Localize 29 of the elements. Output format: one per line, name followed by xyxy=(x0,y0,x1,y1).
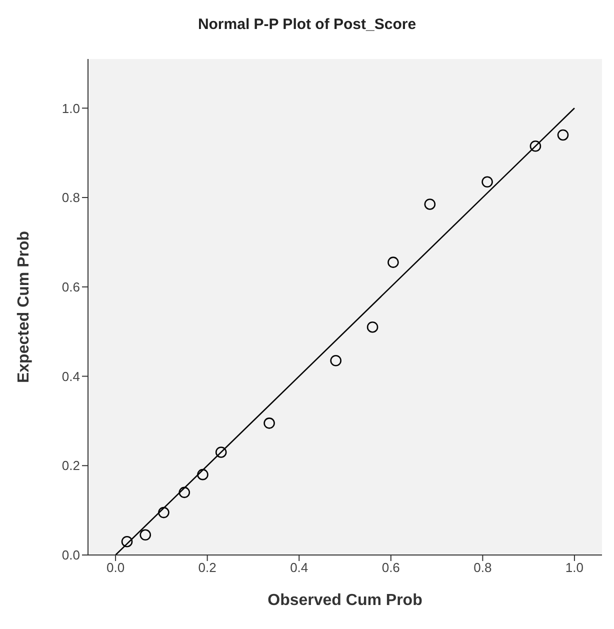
y-tick-label: 0.4 xyxy=(62,368,80,384)
point xyxy=(140,529,152,541)
y-tick-label: 0.2 xyxy=(62,458,80,474)
point xyxy=(530,140,542,152)
x-axis-title: Observed Cum Prob xyxy=(268,592,423,609)
point xyxy=(330,354,342,366)
x-tick-label: 0.8 xyxy=(474,560,492,576)
point xyxy=(158,506,170,518)
y-axis-title: Expected Cum Prob xyxy=(16,230,33,384)
y-tick-label: 1.0 xyxy=(62,100,80,116)
x-tick-label: 1.0 xyxy=(565,560,584,576)
point xyxy=(264,418,275,429)
point xyxy=(178,486,190,498)
point xyxy=(388,256,399,268)
point xyxy=(557,129,569,141)
point xyxy=(197,468,208,480)
point xyxy=(366,321,378,333)
x-tick-label: 0.6 xyxy=(382,560,400,576)
chart-title: Normal P-P Plot of Post_Score xyxy=(196,16,418,33)
x-tick-label: 0.2 xyxy=(198,560,216,576)
y-tick-label: 0.6 xyxy=(62,280,80,295)
x-tick-label: 0.4 xyxy=(290,560,308,576)
point xyxy=(424,198,436,210)
x-tick-label: 0.0 xyxy=(106,560,125,576)
point xyxy=(482,176,493,188)
y-tick-label: 0.0 xyxy=(62,548,80,563)
point xyxy=(121,536,133,548)
y-tick-label: 0.8 xyxy=(62,190,80,206)
point xyxy=(215,446,227,458)
